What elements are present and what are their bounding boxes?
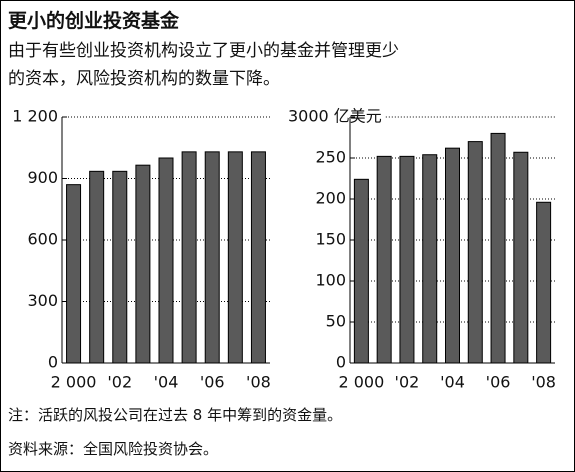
y-tick-label: 200: [315, 189, 346, 208]
bar: [89, 170, 105, 364]
title: 更小的创业投资基金: [8, 10, 180, 32]
bar: [445, 147, 460, 364]
bar: [399, 155, 415, 364]
y-tick-label: 150: [315, 230, 346, 249]
y-tick-label: 0: [336, 353, 346, 372]
bar: [112, 170, 128, 364]
y-tick-label: 1 200: [12, 107, 58, 126]
x-tick-label: '06: [200, 373, 225, 392]
x-tick-label: '06: [486, 373, 511, 392]
bar: [227, 151, 243, 364]
x-tick-label: '08: [531, 373, 556, 392]
source: 资料来源：全国风险投资协会。: [8, 440, 219, 458]
bar: [353, 178, 369, 364]
y-tick-label: 100: [315, 271, 346, 290]
y-tick-label: 900: [27, 168, 58, 187]
y-tick-label: 250: [315, 148, 346, 167]
y-tick-label: 3000 亿美元: [288, 107, 382, 126]
x-tick-label: '04: [154, 373, 179, 392]
x-tick-label: 2 000: [338, 373, 384, 392]
bar: [66, 184, 82, 364]
x-tick-label: '04: [440, 373, 465, 392]
bar: [204, 151, 220, 364]
bar: [536, 201, 552, 364]
bar: [250, 151, 266, 364]
bar: [422, 154, 438, 364]
y-tick-label: 300: [27, 291, 58, 310]
bar: [513, 151, 529, 364]
y-tick-label: 50: [326, 312, 346, 331]
bar: [158, 157, 174, 364]
bar: [135, 164, 151, 364]
y-tick-label: 600: [27, 230, 58, 249]
x-tick-label: '08: [246, 373, 271, 392]
note: 注：活跃的风投公司在过去 8 年中筹到的资金量。: [8, 406, 343, 424]
bar: [181, 151, 197, 364]
bar: [467, 141, 483, 364]
bar: [490, 132, 506, 364]
x-tick-label: 2 000: [51, 373, 97, 392]
y-tick-label: 0: [48, 353, 58, 372]
subtitle: 由于有些创业投资机构设立了更小的基金并管理更少: [8, 41, 399, 61]
bar: [376, 155, 392, 364]
x-tick-label: '02: [395, 373, 420, 392]
x-tick-label: '02: [107, 373, 132, 392]
subtitle: 的资本，风险投资机构的数量下降。: [8, 69, 280, 89]
